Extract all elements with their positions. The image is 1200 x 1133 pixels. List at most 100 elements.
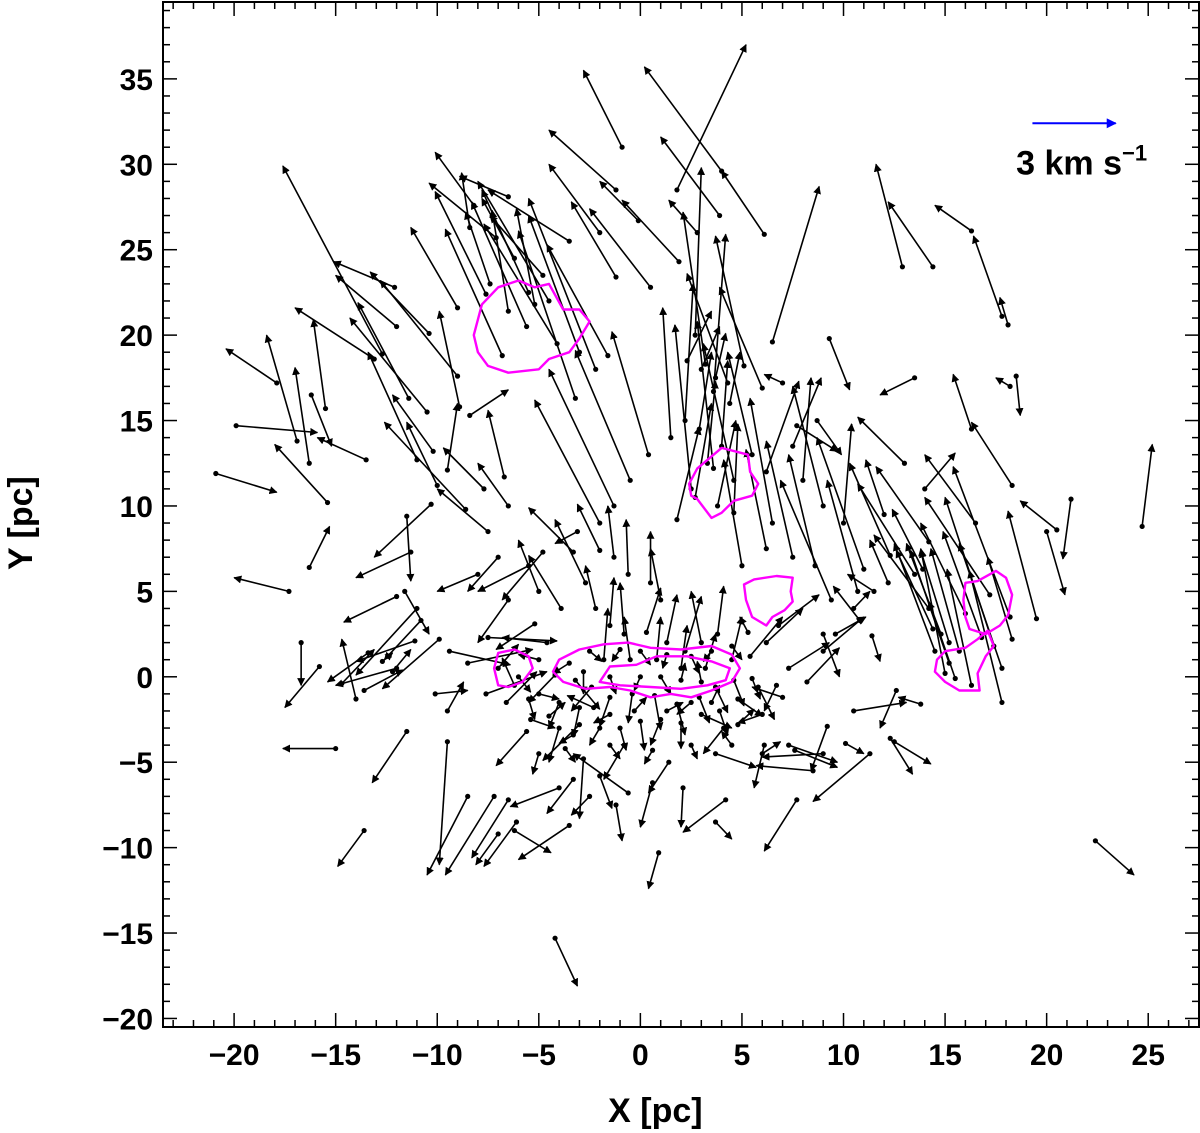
source-point — [532, 301, 538, 307]
velocity-vector — [698, 696, 711, 724]
source-point — [1009, 482, 1015, 489]
source-point — [828, 597, 834, 603]
source-point — [800, 477, 806, 483]
velocity-vector — [404, 590, 430, 635]
source-point — [444, 708, 450, 714]
source-point — [505, 597, 511, 603]
x-tick-labels: −20 −15 −10 −5 0 5 10 15 20 25 — [209, 1039, 1165, 1072]
y-tick-label: −15 — [102, 918, 153, 951]
velocity-vector — [879, 377, 915, 396]
velocity-vector — [897, 695, 921, 705]
source-point — [881, 511, 887, 518]
velocity-vector — [337, 830, 365, 868]
velocity-vector — [928, 547, 961, 652]
source-point — [930, 626, 936, 632]
source-point — [688, 742, 694, 748]
velocity-vector — [592, 713, 611, 724]
velocity-vector — [621, 199, 680, 263]
source-point — [820, 648, 826, 654]
velocity-vector — [737, 708, 755, 726]
source-point — [688, 699, 694, 706]
source-point — [536, 691, 542, 697]
source-point — [901, 460, 908, 466]
velocity-vector — [845, 742, 865, 755]
x-tick-label: 20 — [1030, 1039, 1063, 1072]
source-point — [773, 682, 780, 688]
velocity-vector — [332, 260, 395, 289]
source-point — [761, 742, 767, 748]
velocity-vector — [349, 317, 428, 413]
source-point — [942, 670, 948, 676]
velocity-vector — [952, 465, 1011, 618]
source-point — [430, 448, 436, 454]
source-point — [532, 621, 538, 627]
source-point — [702, 665, 708, 671]
source-point — [747, 653, 753, 659]
y-tick-label: −20 — [102, 1003, 153, 1036]
velocity-vector — [339, 638, 357, 700]
source-point — [922, 486, 928, 492]
velocity-vector — [619, 727, 629, 752]
source-point — [572, 395, 578, 401]
source-point — [402, 588, 408, 594]
source-point — [759, 711, 765, 717]
source-point — [792, 747, 798, 753]
y-tick-label: −5 — [119, 747, 153, 780]
source-point — [446, 648, 453, 654]
velocity-vector — [857, 416, 906, 464]
source-point — [647, 284, 654, 290]
velocity-vector — [316, 436, 367, 461]
velocity-vector — [761, 741, 782, 755]
source-point — [647, 580, 654, 586]
velocity-vector — [481, 197, 516, 259]
y-tick-label: −10 — [102, 833, 153, 866]
source-point — [322, 405, 329, 412]
source-point — [481, 486, 487, 492]
source-point — [999, 699, 1005, 706]
velocity-vector — [583, 564, 597, 609]
velocity-vector — [967, 570, 1003, 703]
source-point — [779, 380, 786, 386]
source-point — [775, 622, 782, 629]
velocity-vector — [647, 761, 670, 794]
velocity-vector — [864, 459, 885, 515]
velocity-vector — [873, 163, 904, 267]
velocity-vector — [501, 657, 516, 686]
velocity-vector — [574, 679, 601, 710]
velocity-vector — [609, 576, 618, 626]
source-point — [887, 735, 893, 741]
source-point — [536, 751, 542, 757]
velocity-vector — [517, 676, 532, 693]
source-point — [274, 380, 280, 386]
source-point — [968, 682, 975, 688]
velocity-vector — [505, 671, 538, 703]
velocity-vector — [517, 539, 540, 592]
velocity-vector — [548, 368, 615, 507]
velocity-vector — [706, 380, 719, 464]
velocity-vector — [426, 796, 469, 876]
velocity-vector — [794, 749, 839, 769]
velocity-vector — [676, 426, 702, 520]
source-point — [930, 264, 936, 270]
source-point — [763, 469, 769, 475]
velocity-vector — [763, 373, 783, 384]
velocity-vector — [788, 641, 830, 669]
source-point — [712, 819, 719, 825]
source-point — [763, 546, 769, 552]
source-point — [593, 605, 599, 612]
source-point — [786, 665, 792, 671]
source-point — [861, 566, 867, 572]
source-point — [306, 564, 312, 571]
velocity-vector — [685, 272, 729, 384]
velocity-vector — [589, 650, 603, 663]
velocity-vector — [815, 436, 865, 570]
source-point — [645, 452, 652, 458]
velocity-vector — [713, 235, 745, 367]
velocity-vector — [381, 638, 440, 690]
source-point — [593, 366, 599, 372]
source-point — [820, 503, 826, 509]
velocity-vector — [1019, 500, 1058, 531]
velocity-vector — [927, 600, 956, 679]
source-point — [885, 580, 891, 586]
velocity-vector — [853, 590, 871, 610]
